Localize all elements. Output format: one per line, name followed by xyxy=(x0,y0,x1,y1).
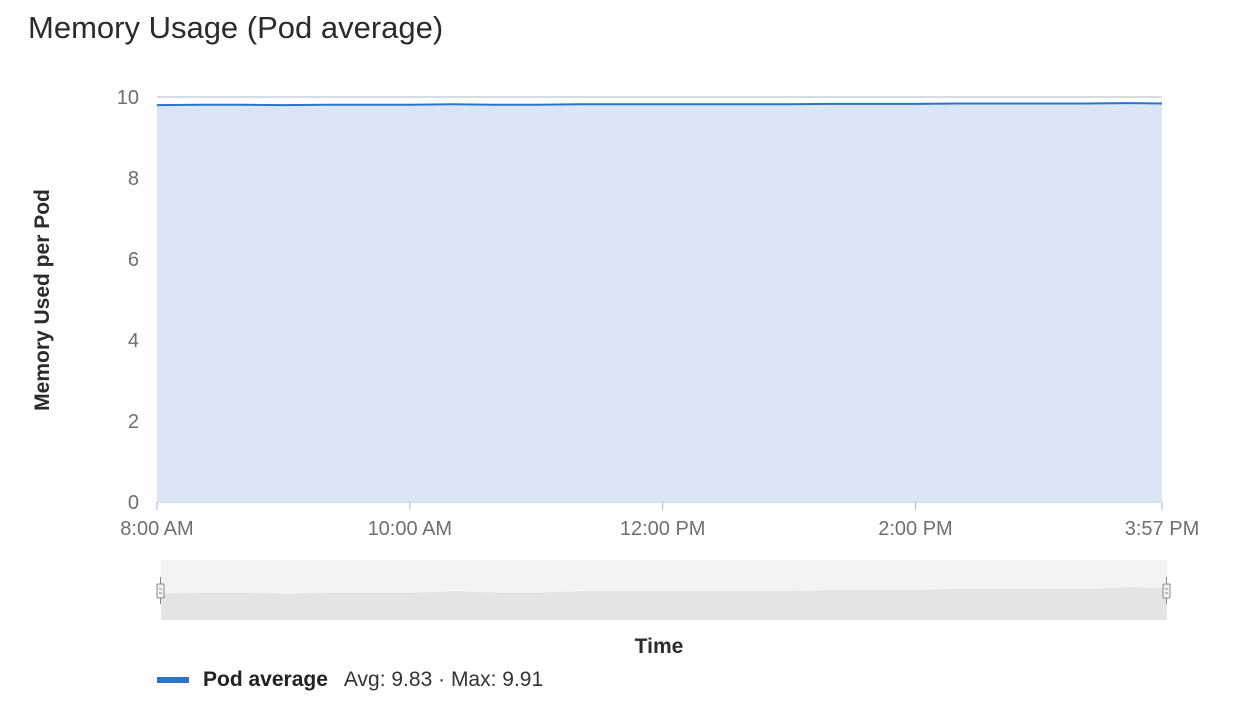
navigator-right-handle[interactable] xyxy=(1162,577,1171,604)
legend-avg: Avg: 9.83 xyxy=(343,668,433,691)
x-axis-title: Time xyxy=(635,635,684,658)
x-tick-label: 8:00 AM xyxy=(120,518,193,540)
y-tick-label-4: 4 xyxy=(128,330,139,352)
x-tick-label: 10:00 AM xyxy=(368,518,453,540)
y-tick-label-6: 6 xyxy=(128,249,139,271)
series-line[interactable] xyxy=(156,102,1163,107)
legend-swatch[interactable] xyxy=(157,677,189,683)
legend-series-name[interactable]: Pod average xyxy=(203,668,328,691)
y-axis-title: Memory Used per Pod xyxy=(31,189,54,411)
legend-max: Max: 9.91 xyxy=(450,668,544,691)
x-tick-label: 3:57 PM xyxy=(1125,518,1199,540)
chart-title: Memory Usage (Pod average) xyxy=(28,10,444,45)
x-axis-ticks: 8:00 AM 10:00 AM 12:00 PM 2:00 PM 3:57 PM xyxy=(120,502,1199,540)
legend[interactable]: Pod average Avg: 9.83 · Max: 9.91 xyxy=(157,668,543,692)
navigator-left-handle[interactable] xyxy=(156,577,165,604)
series-area xyxy=(157,103,1162,502)
y-axis-ticks: 0 2 4 6 8 10 xyxy=(117,87,139,514)
y-tick-label-8: 8 xyxy=(128,168,139,190)
range-navigator[interactable] xyxy=(156,560,1171,620)
y-tick-label-2: 2 xyxy=(128,411,139,433)
legend-separator: · xyxy=(432,668,451,691)
x-tick-label: 12:00 PM xyxy=(620,518,706,540)
legend-stats: Avg: 9.83 · Max: 9.91 xyxy=(344,668,543,692)
navigator-area xyxy=(161,587,1167,620)
x-tick-label: 2:00 PM xyxy=(878,518,952,540)
y-tick-label-0: 0 xyxy=(128,492,139,514)
y-tick-label-10: 10 xyxy=(117,87,139,109)
